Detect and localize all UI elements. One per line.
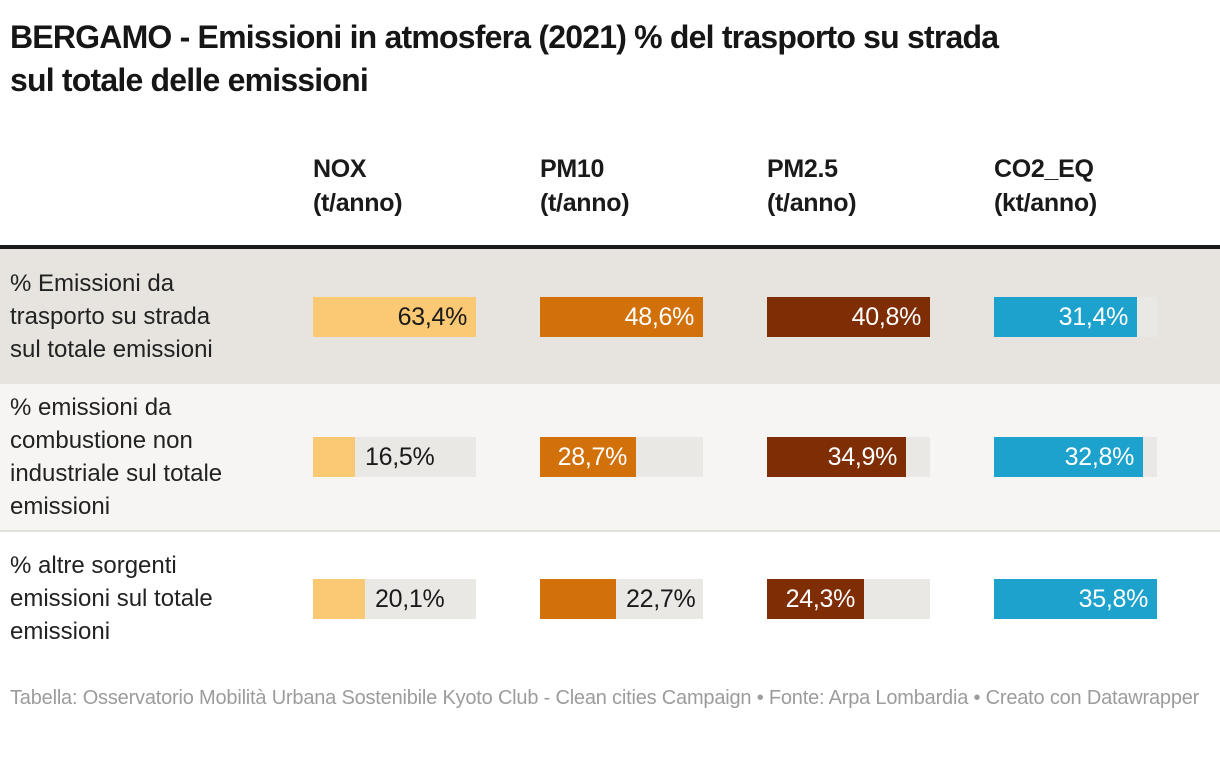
bar-track: 35,8% [994, 578, 1157, 619]
bar-track: 32,8% [994, 437, 1157, 477]
bar-value: 28,7% [557, 443, 628, 471]
attribution-footer: Tabella: Osservatorio Mobilità Urbana So… [10, 687, 1200, 709]
bar-fill: 34,9% [767, 437, 906, 477]
column-header-unit: (t/anno) [767, 189, 857, 217]
chart-container: BERGAMO - Emissioni in atmosfera (2021) … [0, 19, 1220, 709]
bar-cell-nox: 63,4% [313, 296, 540, 337]
bar-cell-pm10: 48,6% [540, 296, 767, 337]
emissions-table: NOX (t/anno) PM10 (t/anno) PM2.5 (t/anno) CO2_… [0, 152, 1220, 665]
column-header-label: NOX [313, 155, 367, 183]
bar-track: 16,5% [313, 437, 476, 477]
bar-value: 35,8% [1078, 584, 1149, 613]
table-header-row: NOX (t/anno) PM10 (t/anno) PM2.5 (t/anno) CO2_… [0, 152, 1220, 249]
bar-cell-pm2_5: 24,3% [767, 578, 994, 619]
bar-track: 31,4% [994, 296, 1157, 337]
bar-cell-co2_eq: 31,4% [994, 296, 1220, 337]
column-header-label: PM2.5 [767, 155, 838, 183]
row-label: % Emissioni da trasporto su strada sul t… [10, 270, 213, 363]
bar-cell-co2_eq: 35,8% [994, 578, 1220, 619]
column-header-pm2_5: PM2.5 (t/anno) [767, 152, 994, 220]
bar-fill: 63,4% [313, 296, 476, 337]
bar-fill [313, 578, 365, 619]
bar-fill: 35,8% [994, 578, 1157, 619]
bar-fill: 32,8% [994, 437, 1143, 477]
bar-fill: 40,8% [767, 296, 930, 337]
column-header-unit: (t/anno) [540, 189, 630, 217]
bar-cell-pm10: 22,7% [540, 578, 767, 619]
bar-track: 22,7% [540, 578, 703, 619]
bar-fill [540, 578, 616, 619]
bar-value: 20,1% [375, 584, 445, 613]
column-header-label: PM10 [540, 155, 605, 183]
table-row: % Emissioni da trasporto su strada sul t… [0, 249, 1220, 384]
bar-value: 31,4% [1058, 302, 1129, 331]
bar-fill [313, 437, 355, 477]
column-header-nox: NOX (t/anno) [313, 152, 540, 220]
bar-value: 16,5% [365, 443, 435, 471]
row-label: % emissioni da combustione non industria… [10, 394, 223, 520]
bar-cell-nox: 20,1% [313, 578, 540, 619]
bar-value: 24,3% [785, 584, 856, 613]
bar-cell-nox: 16,5% [313, 437, 540, 477]
bar-track: 20,1% [313, 578, 476, 619]
bar-value: 63,4% [397, 302, 468, 331]
bar-cell-co2_eq: 32,8% [994, 437, 1220, 477]
bar-value: 48,6% [624, 302, 695, 331]
bar-fill: 48,6% [540, 296, 703, 337]
bar-track: 24,3% [767, 578, 930, 619]
bar-value: 40,8% [851, 302, 922, 331]
bar-value: 22,7% [626, 584, 696, 613]
bar-value: 32,8% [1064, 443, 1135, 471]
bar-track: 34,9% [767, 437, 930, 477]
bar-cell-pm10: 28,7% [540, 437, 767, 477]
bar-track: 28,7% [540, 437, 703, 477]
column-header-pm10: PM10 (t/anno) [540, 152, 767, 220]
column-header-co2_eq: CO2_EQ (kt/anno) [994, 152, 1220, 220]
bar-track: 48,6% [540, 296, 703, 337]
bar-cell-pm2_5: 34,9% [767, 437, 994, 477]
table-body: % Emissioni da trasporto su strada sul t… [0, 249, 1220, 665]
bar-fill: 24,3% [767, 578, 864, 619]
chart-title: BERGAMO - Emissioni in atmosfera (2021) … [10, 19, 999, 98]
bar-track: 63,4% [313, 296, 476, 337]
table-row: % emissioni da combustione non industria… [0, 384, 1220, 530]
bar-value: 34,9% [827, 443, 898, 471]
row-label: % altre sorgenti emissioni sul totale em… [10, 552, 213, 645]
bar-track: 40,8% [767, 296, 930, 337]
table-row: % altre sorgenti emissioni sul totale em… [0, 530, 1220, 665]
bar-fill: 28,7% [540, 437, 636, 477]
column-header-unit: (kt/anno) [994, 189, 1097, 217]
column-header-unit: (t/anno) [313, 189, 403, 217]
bar-fill: 31,4% [994, 296, 1137, 337]
column-header-label: CO2_EQ [994, 155, 1094, 183]
bar-cell-pm2_5: 40,8% [767, 296, 994, 337]
